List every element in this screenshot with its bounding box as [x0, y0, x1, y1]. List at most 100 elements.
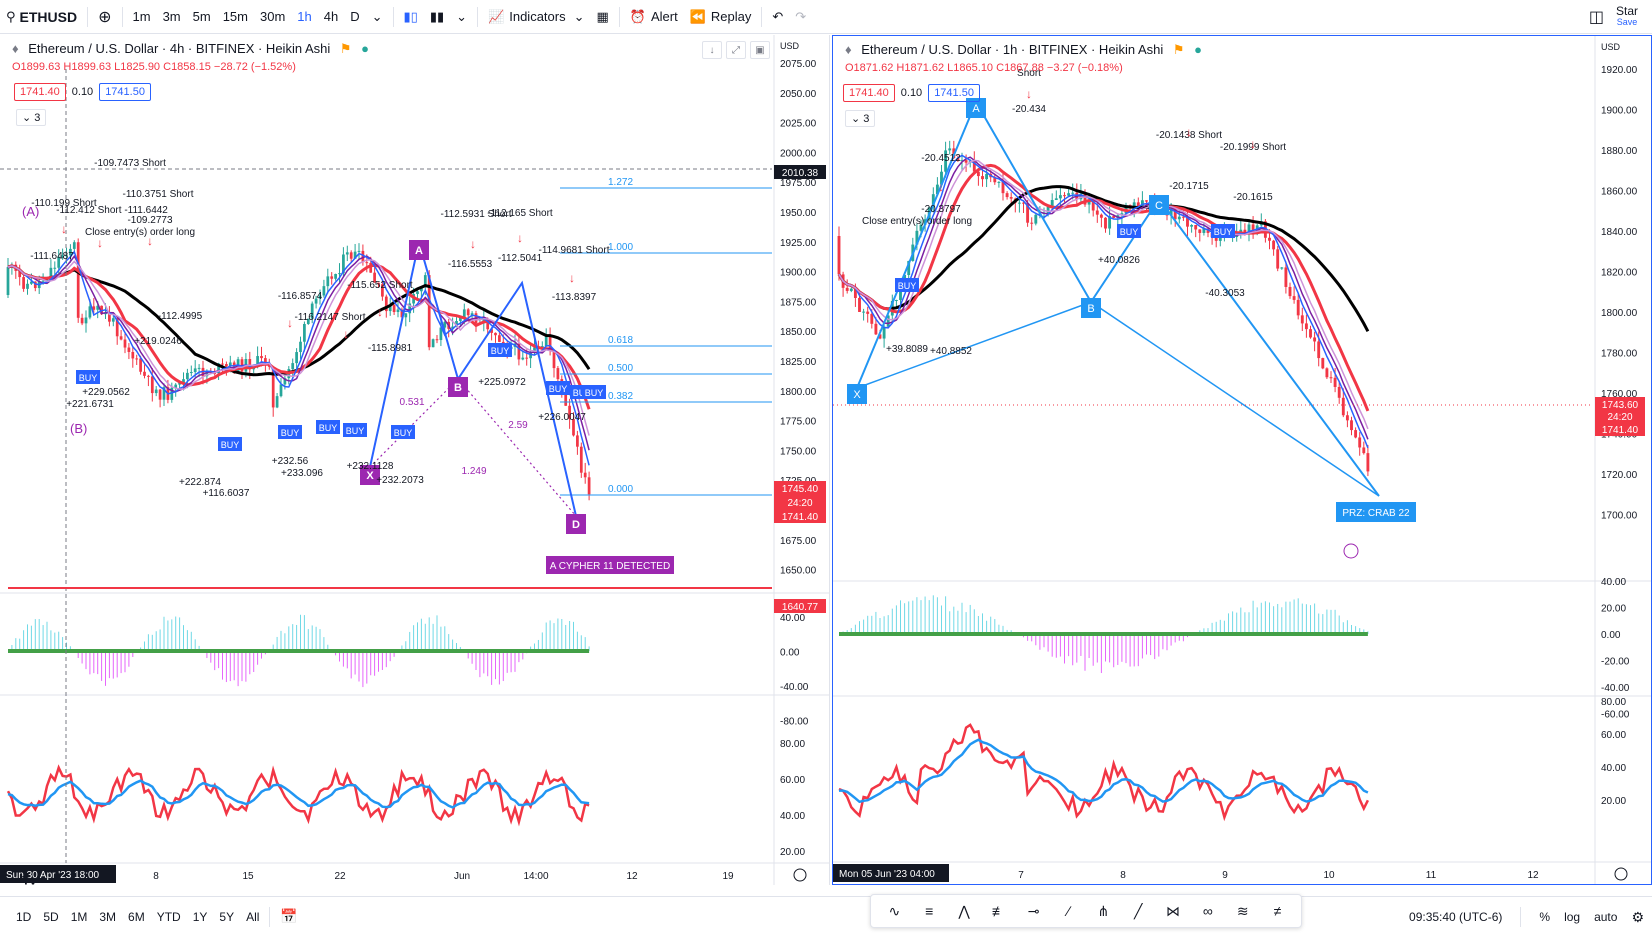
interval-3m[interactable]: 3m	[162, 9, 181, 24]
pattern-tool-icon[interactable]: ⋈	[1166, 902, 1181, 919]
y-tick-label: 1775.00	[780, 417, 817, 428]
symbol-search[interactable]: ⚲ ETHUSD	[0, 0, 83, 34]
left-open: O1899.63	[12, 61, 61, 73]
right-buy-price[interactable]: 1741.50	[928, 84, 980, 102]
clock-time[interactable]: 09:35:40 (UTC-6)	[1409, 910, 1503, 924]
candle-body	[115, 318, 119, 337]
alarm-clock-icon: ⏰	[629, 8, 646, 24]
range-1m[interactable]: 1M	[70, 909, 88, 924]
left-buy-price[interactable]: 1741.50	[99, 83, 151, 101]
right-chart-pane[interactable]: 1920.00 1900.00 1880.00 1860.00 1840.00 1820.…	[832, 35, 1652, 885]
redo-button[interactable]: ↷	[789, 0, 812, 34]
y-tick-label: 1900.00	[1601, 106, 1638, 117]
range-3m[interactable]: 3M	[99, 909, 117, 924]
bar-style-button[interactable]: ▮▯	[398, 0, 424, 34]
undo-button[interactable]: ↶	[766, 0, 789, 34]
fib-channel-tool-icon[interactable]: ≋	[1236, 902, 1249, 919]
goto-date-button[interactable]: 📅	[274, 908, 303, 925]
left-sell-price[interactable]: 1741.40	[14, 83, 66, 101]
settings-button[interactable]: ▣	[750, 41, 770, 59]
log-toggle[interactable]: log	[1564, 910, 1581, 924]
line-tool-icon[interactable]: ╱	[1133, 902, 1143, 919]
candle-body	[1177, 216, 1181, 220]
pitchfork-tool-icon[interactable]: ⋔	[1097, 902, 1110, 919]
range-all[interactable]: All	[246, 909, 260, 924]
interval-1m[interactable]: 1m	[132, 9, 151, 24]
maximize-button[interactable]: ⤢	[726, 41, 746, 59]
settings-gear-icon[interactable]: ⚙	[1631, 908, 1644, 925]
gann-fan-tool-icon[interactable]: ≠	[1273, 903, 1282, 919]
range-5y[interactable]: 5Y	[219, 909, 235, 924]
heikin-ashi-button[interactable]: ▮▮	[424, 0, 450, 34]
right-chart-title: Ethereum / U.S. Dollar · 1h · BITFINEX ·…	[861, 42, 1164, 57]
right-sell-price[interactable]: 1741.40	[843, 84, 895, 102]
expand-icon: ⤢	[732, 44, 740, 56]
range-5d[interactable]: 5D	[43, 909, 59, 924]
left-chart-pane[interactable]: 2075.00 2050.00 2025.00 2000.00 1975.00 1950.…	[0, 35, 830, 885]
calendar-icon: 📅	[280, 908, 298, 924]
y-tick-label: 1925.00	[780, 238, 817, 249]
interval-15m[interactable]: 15m	[222, 9, 248, 24]
chart-type-dropdown[interactable]: ⌄	[450, 0, 473, 34]
trade-annotation: +229.0562	[82, 387, 130, 398]
candle-body	[1095, 210, 1099, 215]
elliott-wave-tool-icon[interactable]: ∿	[888, 902, 901, 919]
range-ytd[interactable]: YTD	[156, 909, 181, 924]
indicators-button[interactable]: 📈 Indicators ⌄	[482, 0, 590, 34]
trade-annotation: +226.0047	[538, 412, 586, 423]
fib-retracement-tool-icon[interactable]: ≡	[925, 903, 934, 919]
interval-30m[interactable]: 30m	[259, 9, 286, 24]
buy-signal-label: BUY	[1120, 227, 1139, 237]
buy-signal-label: BUY	[394, 428, 413, 438]
osc-tick-label: 60.00	[780, 775, 805, 786]
horizontal-ray-tool-icon[interactable]: ⊸	[1027, 902, 1040, 919]
interval-4h[interactable]: 4h	[323, 9, 339, 24]
xabcd-pattern-tool-icon[interactable]: ⋀	[958, 902, 970, 919]
candle-body	[1304, 323, 1308, 330]
trade-annotation: +116.6037	[203, 488, 250, 499]
left-chart-canvas[interactable]: 2075.00 2050.00 2025.00 2000.00 1975.00 1950.…	[0, 35, 830, 885]
interval-d[interactable]: D	[350, 9, 360, 24]
layout-button[interactable]: ◫	[1583, 0, 1610, 34]
right-chart-canvas[interactable]: 1920.00 1900.00 1880.00 1860.00 1840.00 1820.…	[833, 36, 1651, 884]
trend-line-tool-icon[interactable]: ∕	[1067, 903, 1070, 919]
range-1d[interactable]: 1D	[16, 909, 32, 924]
candle-body	[1046, 206, 1050, 213]
trade-annotation: +232.1128	[347, 461, 394, 472]
divider	[477, 6, 479, 27]
fib-extension-tool-icon[interactable]: ≢	[991, 903, 1006, 919]
trade-annotation: -115.8981	[368, 343, 413, 354]
candle-body	[459, 317, 462, 321]
x-tick-label: 8	[1120, 870, 1126, 881]
fib-spiral-tool-icon[interactable]: ∞	[1202, 903, 1213, 919]
left-indicator-toggle[interactable]: ⌄ 3	[16, 109, 47, 126]
candle-body	[1321, 358, 1325, 369]
range-6m[interactable]: 6M	[128, 909, 145, 924]
y-tick-label: 1860.00	[1601, 187, 1638, 198]
interval-5m[interactable]: 5m	[192, 9, 211, 24]
move-down-button[interactable]: ↓	[702, 41, 722, 59]
right-indicator-toggle[interactable]: ⌄ 3	[845, 110, 876, 127]
candle-body	[92, 306, 96, 310]
interval-1h[interactable]: 1h	[297, 9, 312, 24]
candle-body	[322, 286, 326, 296]
y-tick-label: 1675.00	[780, 536, 817, 547]
short-arrow-icon: ↓	[97, 236, 103, 250]
alert-button[interactable]: ⏰ Alert	[624, 0, 684, 34]
save-button[interactable]: Star Save	[1610, 0, 1652, 34]
buy-signal-badge	[546, 381, 570, 395]
templates-button[interactable]: ▦	[591, 0, 615, 34]
candle-body	[1083, 193, 1087, 205]
percent-toggle[interactable]: %	[1539, 910, 1551, 924]
candle-body	[334, 273, 337, 279]
interval-dropdown-button[interactable]: ⌄	[366, 0, 389, 34]
range-1y[interactable]: 1Y	[192, 909, 208, 924]
replay-button[interactable]: ⏪ Replay	[684, 0, 758, 34]
y-tick-label: 1920.00	[1601, 65, 1638, 76]
buy-signal-label: BUY	[79, 373, 98, 383]
candle-body	[373, 272, 376, 283]
candle-body	[76, 242, 80, 318]
compare-add-button[interactable]: ⊕	[92, 0, 117, 34]
auto-toggle[interactable]: auto	[1594, 910, 1618, 924]
candle-body	[455, 320, 458, 327]
